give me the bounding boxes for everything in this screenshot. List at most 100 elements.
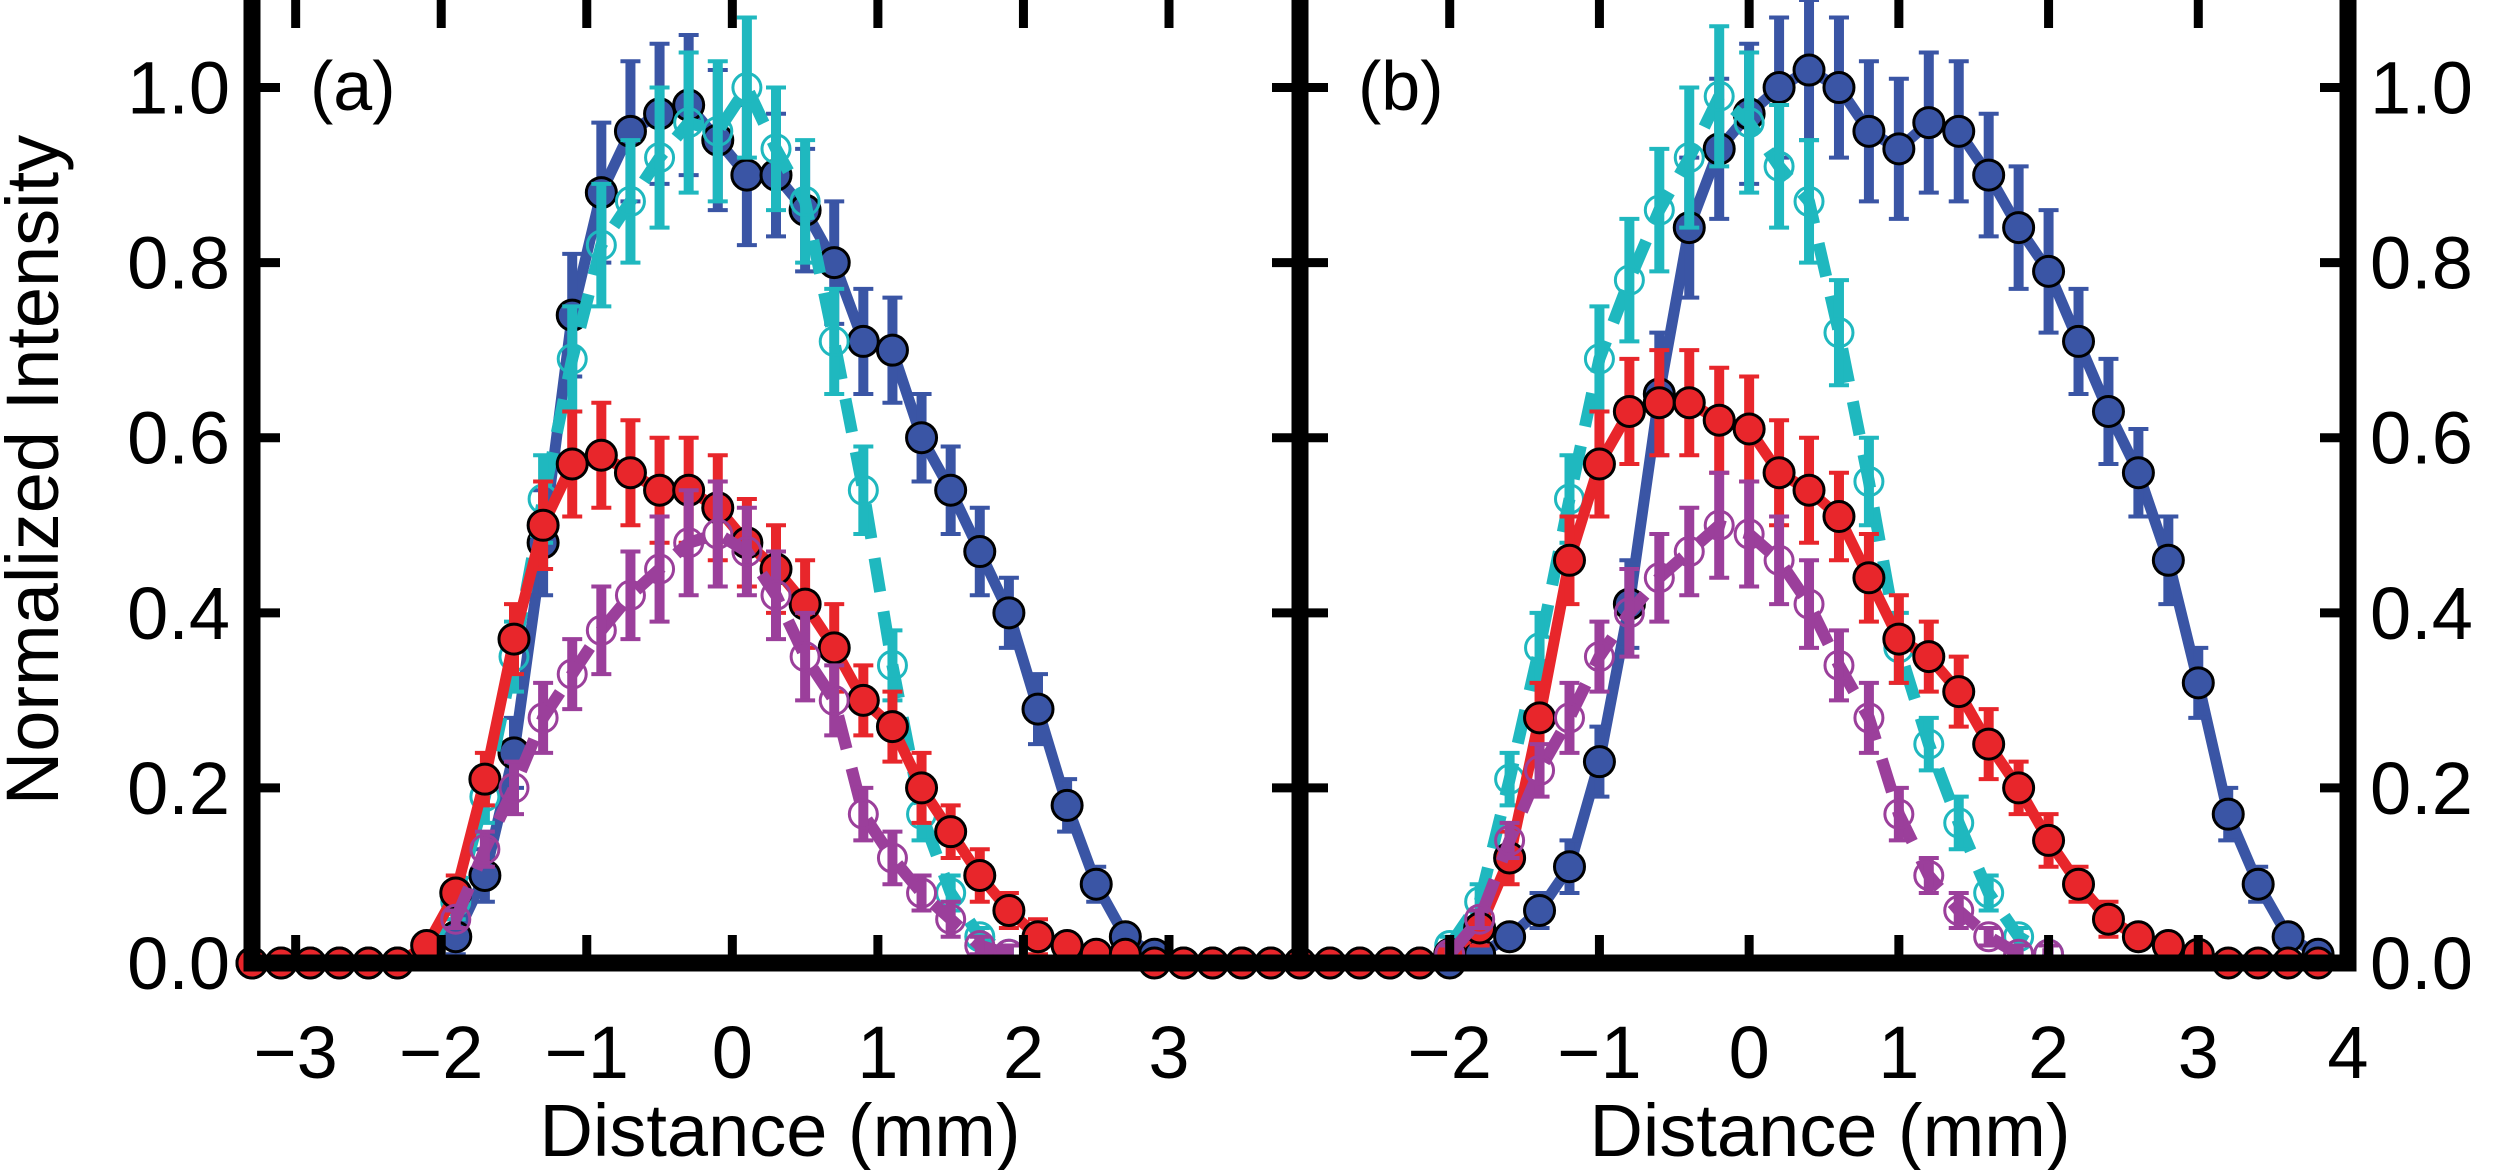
panel-b-y-tick-label: 1.0 xyxy=(2370,47,2473,130)
panel-a-red-point xyxy=(643,473,677,507)
panel-b-y-tick-label: 0.0 xyxy=(2370,922,2473,1005)
panel-b-blue-point xyxy=(1852,114,1886,148)
panel-b-blue-point xyxy=(2091,394,2125,428)
panel-a-purple-point xyxy=(498,772,530,804)
panel-a-blue-point xyxy=(992,596,1026,630)
panel-a-purple-point xyxy=(935,903,967,935)
panel-b-red-point xyxy=(1642,386,1676,420)
panel-a-y-tick-label: 0.2 xyxy=(127,747,230,830)
panel-b-x-tick-label: −1 xyxy=(1557,1011,1641,1094)
panel-b-red-point xyxy=(1582,447,1616,481)
panel-b-purple-error-bar xyxy=(1918,855,1939,895)
panel-b-series-purple xyxy=(1434,470,2065,970)
panel-a-cyan-point xyxy=(673,107,705,139)
panel-b-red-point xyxy=(1523,701,1557,735)
y-axis-title: Normalized Intensity xyxy=(0,135,74,805)
panel-b-purple-point xyxy=(1733,518,1765,550)
panel-b-purple-point xyxy=(1583,641,1615,673)
panel-b-x-tick-label: 4 xyxy=(2327,1011,2368,1094)
panel-b-red-point xyxy=(2032,823,2066,857)
panel-a-purple-point xyxy=(527,702,559,734)
panel-a-purple-point xyxy=(673,527,705,559)
panel-b-x-tick-label: 2 xyxy=(2028,1011,2069,1094)
panel-a: −3 −2 −1 0 1 2 3 0.0 0.2 0.4 0.6 0.8 1.0 (a) xyxy=(127,0,1300,1094)
panel-b-red-point xyxy=(1972,727,2006,761)
panel-a-label: (a) xyxy=(310,47,396,125)
panel-b-blue-point xyxy=(1912,106,1946,140)
panel-b-purple-error-bar xyxy=(1589,619,1610,694)
panel-a-purple-error-bar xyxy=(533,680,554,755)
panel-b-purple-point xyxy=(1853,702,1885,734)
panel-a-purple-error-bar xyxy=(766,549,786,642)
panel-a-plot-area xyxy=(235,15,1288,980)
panel-b-red-point xyxy=(2062,867,2096,901)
panel-a-y-tick-label: 0.8 xyxy=(127,222,230,305)
panel-a-purple-point xyxy=(906,877,938,909)
panel-a-x-tick-label: 3 xyxy=(1148,1011,1189,1094)
panel-a-purple-point xyxy=(585,614,617,646)
panel-a-purple-error-bar xyxy=(707,479,728,589)
panel-b-cyan-error-bar xyxy=(1739,50,1760,195)
panel-a-purple-error-bar xyxy=(824,663,845,738)
panel-b-red-point xyxy=(1552,543,1586,577)
panel-b-purple-point xyxy=(1793,588,1825,620)
panel-a-ticks: −3 −2 −1 0 1 2 3 0.0 0.2 0.4 0.6 0.8 1.0 xyxy=(127,0,1300,1094)
panel-b-red-point xyxy=(1702,403,1736,437)
panel-b-cyan-error-bar xyxy=(1978,873,1999,913)
panel-b-red-point xyxy=(2121,920,2155,954)
panel-a-x-tick-label: −3 xyxy=(253,1011,337,1094)
panel-a-red-point xyxy=(846,683,880,717)
panel-b-purple-error-bar xyxy=(1679,505,1700,598)
panel-a-red-point xyxy=(526,508,560,542)
panel-b-cyan-point xyxy=(1643,194,1675,226)
panel-b-purple-point xyxy=(1703,509,1735,541)
panel-b-blue-point xyxy=(1523,893,1557,927)
panel-a-cyan-point xyxy=(876,649,908,681)
panel-a-blue-point xyxy=(1021,692,1055,726)
panel-b-purple-error-bar xyxy=(1649,532,1670,624)
panel-b-cyan-point xyxy=(1943,807,1975,839)
panel-a-purple-error-bar xyxy=(562,637,583,712)
panel-a-cyan-point xyxy=(644,142,676,174)
panel-a-purple-error-bar xyxy=(504,759,524,817)
panel-b-blue-point xyxy=(1762,71,1796,105)
panel-b-cyan-error-bar xyxy=(1499,750,1520,808)
panel-a-red-point xyxy=(613,456,647,490)
panel-b-purple-point xyxy=(1613,597,1645,629)
panel-a-series-purple xyxy=(440,479,1025,970)
panel-b-purple-point xyxy=(1524,754,1556,786)
panel-b-cyan-point xyxy=(1673,142,1705,174)
panel-a-red-point xyxy=(963,858,997,892)
panel-b-ticks: −2 −1 0 1 2 3 40.0 0.2 0.4 0.6 0.8 1.0 xyxy=(1300,0,2473,1094)
panel-a-purple-point xyxy=(469,833,501,865)
panel-a-blue-point xyxy=(875,333,909,367)
panel-b-red-point xyxy=(1792,473,1826,507)
panel-b-red-point xyxy=(1672,386,1706,420)
panel-a-cyan-error-bar xyxy=(707,59,728,204)
panel-a-cyan-point xyxy=(556,343,588,375)
panel-b-purple-error-bar xyxy=(1769,514,1790,607)
panel-a-red-point xyxy=(905,771,939,805)
panel-b-red-point xyxy=(1822,500,1856,534)
panel-a-purple-point xyxy=(440,903,472,935)
panel-a-cyan-point xyxy=(818,325,850,357)
panel-b-purple-error-bar xyxy=(1858,680,1879,755)
panel-b-cyan-error-bar xyxy=(1918,715,1939,773)
panel-a-blue-point xyxy=(934,473,968,507)
panel-a-cyan-error-bar xyxy=(649,85,670,230)
panel-b-cyan-point xyxy=(1853,466,1885,497)
panel-a-x-tick-label: 0 xyxy=(712,1011,753,1094)
panel-a-purple-point xyxy=(731,536,763,568)
panel-b-purple-point xyxy=(1823,649,1855,681)
panel-b-label: (b) xyxy=(1358,47,1444,125)
panel-b-cyan-error-bar xyxy=(1619,216,1640,344)
panel-b-y-tick-label: 0.4 xyxy=(2370,572,2473,655)
panel-b-cyan-error-bar xyxy=(1858,435,1879,528)
panel-b-blue-point xyxy=(2062,324,2096,358)
panel-a-purple-error-bar xyxy=(969,934,990,957)
panel-b-purple-point xyxy=(1643,562,1675,594)
panel-b-blue-point xyxy=(1882,132,1916,166)
panel-a-x-tick-label: 1 xyxy=(857,1011,898,1094)
panel-b-purple-point xyxy=(1763,544,1795,576)
